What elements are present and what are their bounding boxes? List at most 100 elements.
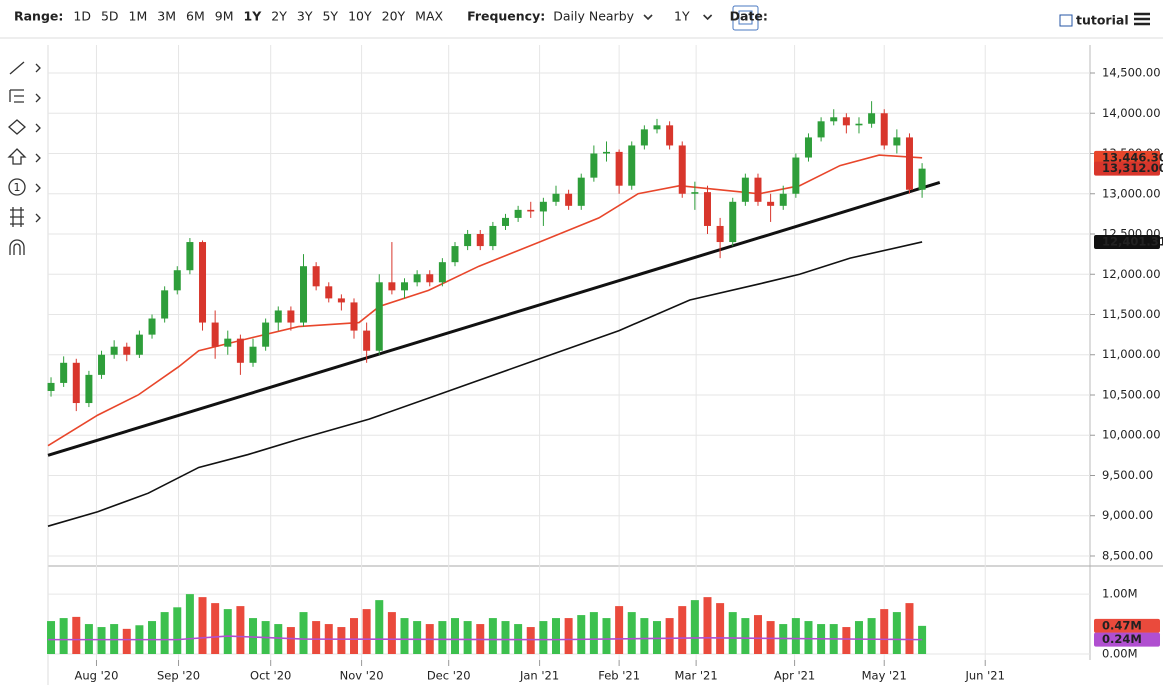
candle-body	[527, 209, 535, 212]
range-button[interactable]: 5D	[101, 9, 119, 24]
candle-body	[716, 225, 724, 243]
volume-bar	[854, 621, 863, 654]
volume-bar	[274, 624, 283, 654]
candle-body	[565, 193, 573, 206]
candle-body	[539, 201, 547, 212]
last-value-label: 0.24M	[1102, 632, 1142, 646]
volume-bar	[577, 615, 586, 654]
candle-body	[792, 157, 800, 194]
volume-bar	[312, 621, 321, 654]
volume-bar	[652, 621, 661, 654]
line-tool[interactable]	[9, 61, 25, 75]
candle-body	[426, 274, 434, 283]
volume-bar	[678, 606, 687, 654]
range-button[interactable]: 1Y	[244, 9, 263, 24]
candle-body	[388, 282, 396, 291]
range-button[interactable]: 1M	[129, 9, 148, 24]
range-button[interactable]: 3Y	[297, 9, 313, 24]
note-tool[interactable]	[8, 178, 26, 196]
volume-bar	[286, 627, 295, 654]
candle-body	[842, 117, 850, 126]
note-tool-label: 1	[14, 181, 21, 194]
moving-average-200	[47, 241, 923, 527]
candle-body	[438, 262, 446, 283]
last-value-box	[1094, 234, 1160, 249]
volume-bar	[299, 612, 308, 654]
volume-bar	[716, 603, 725, 654]
range-button[interactable]: 3M	[157, 9, 176, 24]
candle-body	[363, 330, 371, 351]
range-button[interactable]: MAX	[415, 9, 443, 24]
volume-bar	[551, 618, 560, 654]
toolbar	[0, 0, 1163, 38]
volume-bar	[753, 615, 762, 654]
volume-bar	[539, 621, 548, 654]
candle-body	[60, 362, 68, 383]
volume-bar	[791, 618, 800, 654]
range-button[interactable]: 20Y	[382, 9, 406, 24]
tutorial-link[interactable]: tutorial	[1076, 13, 1129, 28]
x-tick-label: Sep '20	[157, 669, 200, 683]
volume-bar	[148, 621, 157, 654]
volume-bar	[640, 618, 649, 654]
candle-body	[110, 346, 118, 355]
volume-bar	[488, 618, 497, 654]
volume-bar	[173, 607, 182, 654]
y-tick-label: 9,000.00	[1102, 508, 1153, 522]
candle-body	[135, 334, 143, 355]
x-tick-label: Mar '21	[675, 669, 718, 683]
fib-tool[interactable]	[9, 89, 24, 103]
volume-bar	[892, 612, 901, 654]
last-value-label: 13,312.00	[1102, 161, 1163, 175]
measure-tool[interactable]	[10, 207, 24, 227]
range-button[interactable]: 10Y	[348, 9, 372, 24]
range-button[interactable]: 1D	[73, 9, 91, 24]
candle-body	[161, 290, 169, 319]
x-tick-label: Jan '21	[519, 669, 559, 683]
candle-body	[653, 125, 661, 130]
period-select[interactable]: 1Y	[674, 9, 690, 24]
candle-body	[413, 274, 421, 283]
volume-bar	[589, 612, 598, 654]
magnet-tool[interactable]	[9, 239, 25, 255]
volume-bar	[842, 627, 851, 654]
range-button[interactable]: 5Y	[322, 9, 338, 24]
candle-body	[615, 151, 623, 186]
frequency-label: Frequency:	[467, 9, 545, 24]
volume-bar	[185, 594, 194, 654]
shape-tool[interactable]	[8, 119, 26, 135]
candle-body	[602, 151, 610, 154]
arrow-tool[interactable]	[7, 148, 27, 165]
candle-body	[741, 177, 749, 202]
volume-tick-label: 0.00M	[1102, 647, 1138, 661]
candle-body	[590, 153, 598, 178]
candle-body	[628, 145, 636, 186]
y-tick-label: 12,000.00	[1102, 267, 1161, 281]
candle-body	[148, 318, 156, 335]
candle-body	[476, 234, 484, 247]
candle-body	[47, 382, 55, 391]
volume-tick-label: 1.00M	[1102, 587, 1138, 601]
volume-bar	[160, 612, 169, 654]
range-button[interactable]: 2Y	[271, 9, 287, 24]
last-value-box	[1094, 632, 1160, 647]
volume-bar	[564, 618, 573, 654]
volume-bar	[463, 621, 472, 654]
volume-bar	[526, 627, 535, 654]
candle-body	[401, 282, 409, 291]
menu-icon[interactable]	[1134, 12, 1150, 26]
x-tick-label: Apr '21	[774, 669, 815, 683]
date-label: Date:	[730, 9, 768, 24]
candle-body	[123, 346, 131, 355]
range-button[interactable]: 9M	[215, 9, 234, 24]
candle-body	[666, 125, 674, 146]
frequency-select[interactable]: Daily Nearby	[553, 9, 634, 24]
volume-bar	[867, 618, 876, 654]
range-button[interactable]: 6M	[186, 9, 205, 24]
candle-body	[678, 145, 686, 194]
volume-bar	[72, 616, 81, 654]
volume-bar	[918, 625, 927, 654]
x-tick-label: Oct '20	[250, 669, 291, 683]
candle-body	[337, 298, 345, 303]
